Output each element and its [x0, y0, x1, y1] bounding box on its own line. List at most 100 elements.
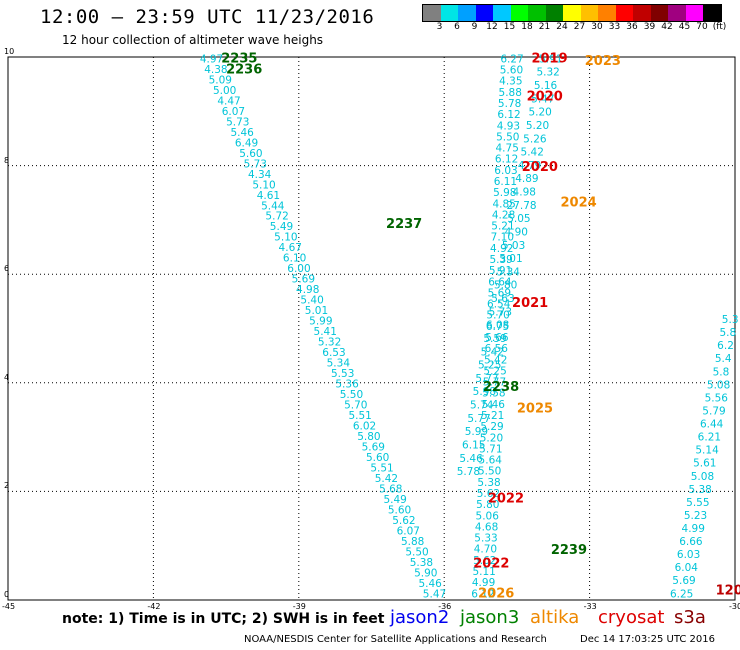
swh-value: 6.10 [283, 253, 306, 265]
swh-value: 5.05 [507, 213, 530, 225]
swh-value: 5.70 [344, 400, 367, 412]
swh-value: 5.59 [483, 333, 506, 345]
satellite-label-jason2: jason2 [390, 607, 450, 628]
swh-value: 4.98 [513, 187, 536, 199]
swh-value: 5.8 [713, 366, 730, 378]
swh-value: 5.55 [686, 497, 709, 509]
swh-value: 6.49 [235, 137, 258, 149]
swh-value: 5.20 [528, 107, 551, 119]
time-label: 2021 [512, 296, 548, 311]
legend-tick: 24 [556, 22, 568, 32]
time-label: 2236 [226, 62, 262, 77]
legend-tick-labels: 3 6 9 12 15 18 21 24 27 30 33 36 39 42 45 70 (ft) [422, 22, 740, 34]
swh-value: 6.12 [497, 109, 520, 121]
legend-tick: 15 [503, 22, 516, 32]
swh-value: 5.20 [526, 120, 549, 132]
time-label: 120 [716, 584, 740, 599]
y-tick-label: 4 [4, 372, 10, 382]
legend-swatch [440, 5, 458, 21]
swh-value: 5.25 [483, 365, 506, 377]
swh-value: 5.11 [472, 566, 495, 578]
swh-value: 5.46 [230, 127, 254, 139]
legend-tick: 18 [521, 22, 533, 32]
swh-value: 5.41 [314, 326, 337, 338]
time-label: 2239 [551, 543, 587, 558]
swh-value: 5.33 [474, 533, 497, 545]
swh-value: 5.10 [274, 232, 297, 244]
y-tick-label: 6 [4, 264, 10, 274]
swh-value: 5.90 [414, 567, 437, 579]
swh-value: 5.62 [392, 515, 415, 527]
swh-value: 5.8 [719, 327, 736, 339]
swh-value: 5.36 [335, 379, 359, 391]
time-label: 2022 [488, 491, 524, 506]
swh-value: 5.23 [684, 510, 707, 522]
y-tick-label: 8 [4, 155, 10, 165]
swh-value: 5.88 [401, 536, 424, 548]
swh-value: 5.44 [261, 200, 285, 212]
swh-value: 5.4 [715, 353, 732, 365]
swh-value: 4.97 [200, 53, 223, 65]
swh-value: 5.68 [379, 483, 402, 495]
swh-value: 6.12 [471, 588, 494, 600]
swh-value: 5.10 [252, 179, 275, 191]
swh-value: 5.47 [531, 93, 554, 105]
swh-value: 5.34 [497, 266, 521, 278]
x-tick-label: -39 [292, 602, 306, 611]
time-label: 2022 [473, 556, 509, 571]
swh-value: 5.21 [481, 410, 504, 422]
swh-value: 4.68 [475, 521, 498, 533]
swh-value: 5.69 [362, 441, 385, 453]
swh-value: 4.38 [204, 64, 227, 76]
x-tick-label: -36 [438, 602, 452, 611]
legend-swatch [703, 5, 721, 21]
swh-value: 5.63 [491, 293, 514, 305]
swh-value: 5.51 [370, 462, 393, 474]
swh-value: 5.46 [418, 578, 442, 590]
legend-swatch [528, 5, 546, 21]
swh-value: 27.78 [507, 200, 537, 212]
swh-value: 5.09 [209, 74, 232, 86]
swh-value: 6.64 [488, 276, 512, 288]
swh-value: 6.02 [353, 420, 376, 432]
swh-value: 4.89 [515, 173, 538, 185]
swh-value: 5.25 [478, 360, 501, 372]
swh-value: 5.60 [239, 148, 262, 160]
swh-value: 5.56 [705, 392, 729, 404]
swh-value: 5.50 [405, 546, 428, 558]
swh-value: 4.67 [279, 242, 302, 254]
swh-value: 6.03 [494, 165, 517, 177]
swh-value: 5.01 [499, 253, 522, 265]
map-grid [7, 56, 736, 601]
time-label: 2024 [561, 195, 597, 210]
time-label: 2025 [517, 402, 553, 417]
swh-value: 5.58 [482, 388, 505, 400]
swh-value: 6.44 [700, 419, 724, 431]
swh-value: 5.60 [500, 65, 523, 77]
swh-value: 5.42 [521, 147, 544, 159]
swh-value: 5.49 [270, 221, 293, 233]
satellite-label-altika: altika [530, 607, 580, 628]
wave-height-color-legend [422, 4, 722, 22]
swh-value: 4.35 [499, 76, 522, 88]
swh-value: 5.78 [498, 98, 521, 110]
swh-value: 5.42 [484, 354, 507, 366]
swh-value: 5.51 [348, 410, 371, 422]
time-label: 2026 [478, 586, 514, 601]
time-label: 2020 [527, 89, 563, 104]
swh-value: 6.75 [486, 321, 509, 333]
swh-value: 6.66 [679, 536, 703, 548]
swh-value: 5.66 [485, 332, 509, 344]
swh-value: 4.98 [296, 284, 319, 296]
legend-tick: 39 [643, 22, 656, 32]
swh-value: 5.62 [477, 488, 500, 500]
swh-value: 5.53 [331, 368, 354, 380]
swh-value: 4.79 [518, 160, 541, 172]
swh-value: 5.61 [693, 458, 716, 470]
swh-value: 4.93 [497, 120, 520, 132]
swh-value: 5.99 [309, 316, 332, 328]
legend-swatch [668, 5, 686, 21]
generated-timestamp: Dec 14 17:03:25 UTC 2016 [580, 634, 715, 645]
